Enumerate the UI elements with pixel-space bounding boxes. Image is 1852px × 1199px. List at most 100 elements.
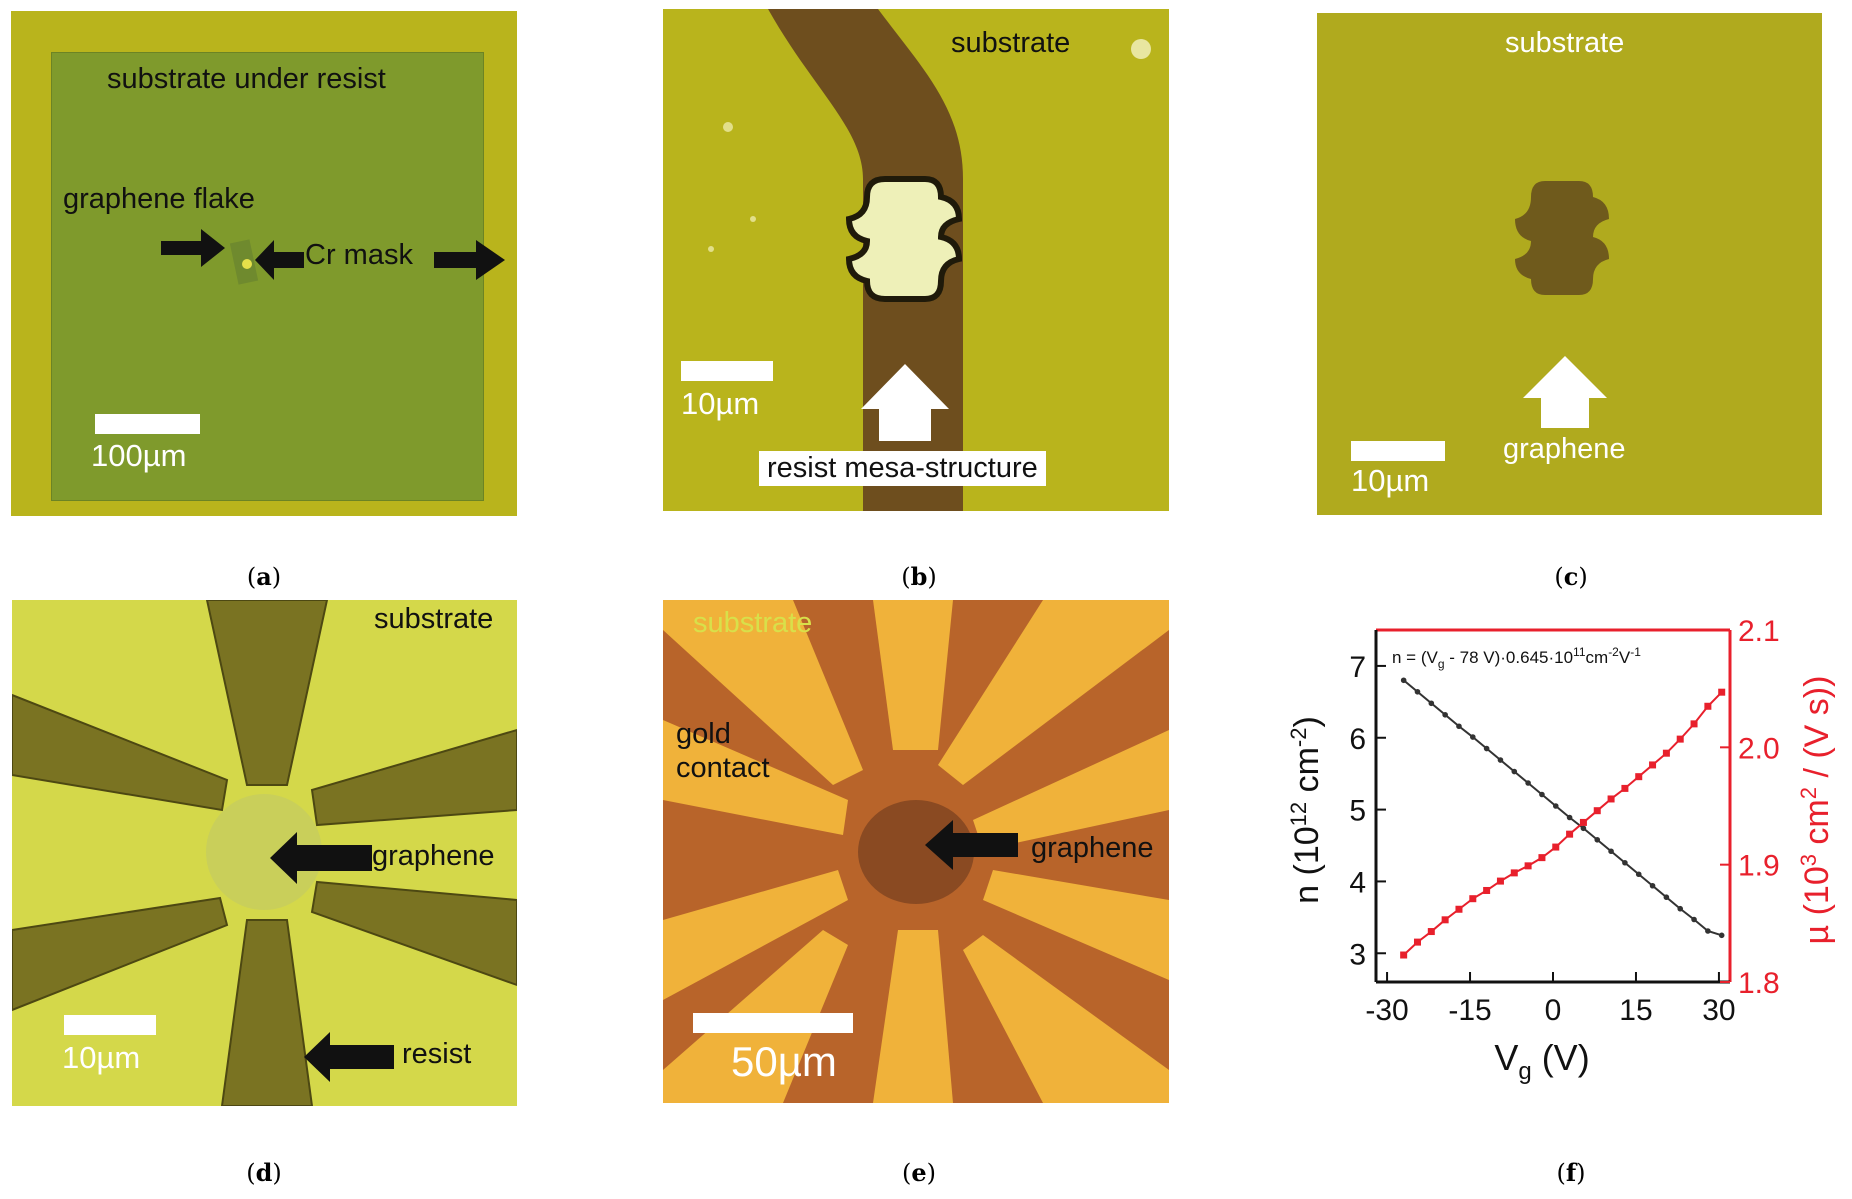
- carrier-density-point: [1718, 932, 1725, 939]
- mobility-point: [1649, 761, 1657, 769]
- resist-arrow: [304, 1032, 394, 1082]
- carrier-density-point: [1456, 723, 1462, 730]
- panel-b-micrograph: substrate 10µm resist mesa-structure: [663, 9, 1169, 511]
- graphene-center: [858, 800, 974, 904]
- label-graphene: graphene: [1503, 433, 1626, 465]
- x-axis-label: Vg (V): [1494, 1037, 1589, 1085]
- label-substrate: substrate: [693, 607, 813, 639]
- y-left-axis-label: n (1012 cm-2): [1286, 716, 1326, 904]
- carrier-density-point: [1705, 928, 1711, 934]
- panel-d-contacts: [12, 600, 517, 1106]
- mesa-opening: [845, 176, 963, 302]
- gold-contact-right-lower: [983, 870, 1169, 980]
- label-substrate-under-resist: substrate under resist: [107, 63, 386, 95]
- mobility-point: [1607, 795, 1615, 803]
- mobility-point: [1455, 905, 1463, 913]
- graphene-arrow: [925, 820, 1018, 870]
- graphene-arrow: [270, 832, 372, 884]
- gold-contact-left-upper: [663, 720, 848, 835]
- y-left-tick-label: 6: [1349, 723, 1366, 756]
- carrier-density-point: [1677, 905, 1684, 912]
- carrier-density-point: [1594, 836, 1601, 843]
- panel-a-arrows: [161, 229, 505, 280]
- label-gold-contact-line1: gold: [676, 718, 731, 750]
- panel-f-chart: -30 -15 0 15 30 3 4 5 6 7 1.8 1.9 2.0 2.1 n = (Vg -…: [1280, 610, 1850, 1090]
- mobility-point: [1566, 830, 1574, 838]
- panel-e-contacts: [663, 600, 1169, 1103]
- contact-lower-right: [310, 880, 517, 987]
- mobility-line: [1402, 691, 1723, 956]
- carrier-density-point: [1414, 688, 1421, 695]
- caption-c: (c): [1554, 562, 1588, 591]
- series-carrier-density: [1400, 677, 1725, 939]
- panel-a-micrograph: substrate under resist graphene flake Cr…: [11, 11, 517, 516]
- gold-contact-top-right: [938, 600, 1169, 785]
- transport-plot: -30 -15 0 15 30 3 4 5 6 7 1.8 1.9 2.0 2.1 n = (Vg -…: [1286, 615, 1836, 1085]
- flake-arrow: [161, 229, 225, 267]
- y-right-tick-label: 1.8: [1738, 967, 1780, 1000]
- mobility-point: [1483, 886, 1491, 894]
- label-graphene-flake: graphene flake: [63, 183, 255, 215]
- mobility-point: [1469, 895, 1477, 903]
- debris: [723, 122, 733, 132]
- mobility-point: [1524, 862, 1532, 870]
- label-gold-contact-line2: contact: [676, 752, 770, 784]
- gold-contact-bottom-right: [963, 935, 1169, 1103]
- debris: [750, 216, 756, 222]
- carrier-density-point: [1511, 768, 1518, 775]
- gold-contact-bottom: [873, 930, 953, 1103]
- mobility-point: [1579, 818, 1587, 826]
- mobility-point: [1718, 688, 1726, 696]
- x-tick-label: 0: [1545, 994, 1562, 1027]
- mesa-arrow: [861, 364, 949, 441]
- mobility-point: [1441, 916, 1449, 924]
- carrier-density-point: [1608, 848, 1614, 855]
- x-tick-label: 15: [1619, 994, 1652, 1027]
- series-mobility: [1400, 688, 1726, 959]
- y-right-ticks: 1.8 1.9 2.0 2.1: [1720, 615, 1780, 1000]
- y-right-axis-label: µ (103 cm2 / (V s)): [1796, 676, 1836, 945]
- y-left-tick-label: 5: [1349, 795, 1366, 828]
- panel-e-micrograph: substrate gold contact graphene 50µm: [663, 600, 1169, 1103]
- carrier-density-point: [1566, 814, 1573, 821]
- x-tick-label: -15: [1448, 994, 1491, 1027]
- panel-b-structure: [708, 9, 1151, 511]
- scale-label: 10µm: [62, 1040, 141, 1075]
- panel-c-structure: [1515, 181, 1609, 428]
- mobility-point: [1510, 869, 1518, 877]
- carrier-density-point: [1580, 825, 1587, 832]
- mobility-point: [1690, 720, 1698, 728]
- label-resist: resist: [402, 1038, 472, 1070]
- mobility-point: [1552, 843, 1560, 851]
- contact-upper-right: [310, 728, 517, 827]
- mobility-point: [1676, 735, 1684, 743]
- scale-label: 10µm: [681, 386, 760, 421]
- scale-label: 100µm: [91, 438, 187, 473]
- x-tick-label: -30: [1365, 994, 1408, 1027]
- mobility-point: [1635, 773, 1643, 781]
- mobility-point: [1538, 854, 1546, 862]
- y-right-tick-label: 2.0: [1738, 732, 1780, 765]
- carrier-density-point: [1483, 745, 1490, 752]
- y-left-tick-label: 3: [1349, 938, 1366, 971]
- carrier-density-point: [1663, 894, 1670, 901]
- graphene-center: [206, 794, 322, 910]
- formula-annotation: n = (Vg - 78 V)·0.645·1011cm-2V-1: [1392, 645, 1641, 671]
- scale-bar: [681, 361, 773, 381]
- contact-top: [205, 600, 329, 786]
- carrier-density-point: [1525, 780, 1531, 786]
- carrier-density-point: [1622, 859, 1628, 866]
- carrier-density-point: [1635, 871, 1642, 878]
- y-left-ticks: 3 4 5 6 7: [1349, 651, 1386, 971]
- cr-mask-dot: [242, 259, 252, 269]
- carrier-density-point: [1552, 803, 1559, 809]
- label-resist-mesa: resist mesa-structure: [759, 451, 1046, 486]
- x-tick-label: 30: [1702, 994, 1735, 1027]
- caption-a: (a): [246, 562, 282, 591]
- label-substrate: substrate: [951, 27, 1071, 59]
- debris: [1131, 39, 1151, 59]
- caption-b: (b): [901, 562, 937, 591]
- contact-lower-left: [12, 896, 229, 1012]
- mobility-point: [1704, 702, 1712, 710]
- panel-c-micrograph: substrate 10µm graphene: [1317, 13, 1822, 515]
